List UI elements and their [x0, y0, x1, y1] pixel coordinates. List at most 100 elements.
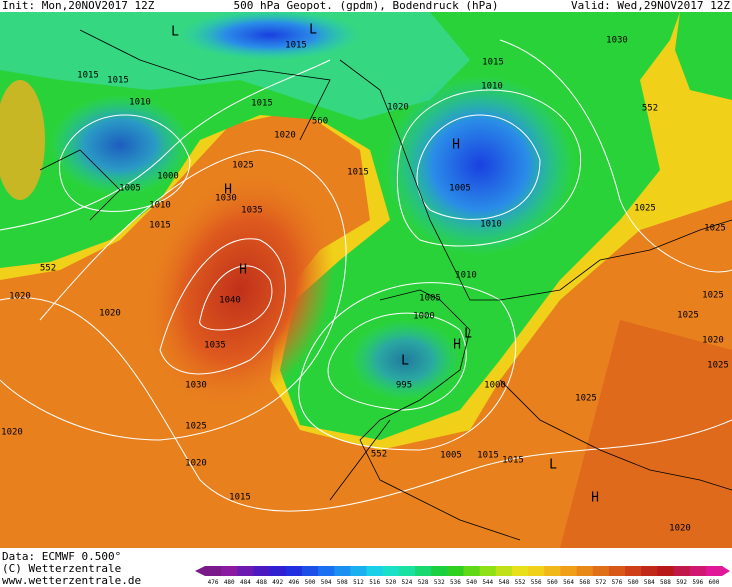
legend-swatch [544, 566, 561, 576]
legend-swatch [221, 566, 238, 576]
legend-label: 576 [612, 579, 623, 586]
legend-swatch [253, 566, 271, 576]
isobar-label: 1005 [419, 294, 441, 304]
legend-swatch [431, 566, 448, 576]
legend-label: 520 [385, 579, 396, 586]
legend-label: 508 [337, 579, 348, 586]
isobar-label: 1035 [204, 341, 226, 351]
isobar-label: 1010 [481, 82, 503, 92]
legend-swatch [447, 566, 464, 576]
pressure-center: L [549, 458, 557, 473]
legend-swatch [269, 566, 287, 576]
pressure-center: H [591, 491, 599, 506]
isobar-label: 1015 [149, 221, 171, 231]
legend-swatch [318, 566, 335, 576]
isobar-label: 1025 [185, 422, 207, 432]
legend-label: 600 [709, 579, 720, 586]
legend-label: 532 [434, 579, 445, 586]
legend-swatch [301, 566, 319, 576]
isobar-label: 1030 [606, 36, 628, 46]
init-time: Init: Mon,20NOV2017 12Z [2, 0, 155, 12]
pressure-center: L [171, 25, 179, 40]
legend-swatch [350, 566, 368, 576]
legend-label: 512 [353, 579, 364, 586]
isobar-label: 1020 [702, 336, 724, 346]
legend-swatch [673, 566, 691, 576]
legend-swatch [528, 566, 545, 576]
isobar-label: 1035 [241, 206, 263, 216]
legend-label: 488 [256, 579, 267, 586]
isobar-label: 1025 [704, 224, 726, 234]
legend-swatch [463, 566, 481, 576]
map: 1015 1015 1010 1005 1000 1010 1015 552 1020 1020 1… [0, 12, 732, 548]
legend-label: 484 [240, 579, 251, 586]
legend-swatch [479, 566, 497, 576]
isobar-label: 1025 [677, 311, 699, 321]
legend-swatch [511, 566, 529, 576]
legend-swatch [382, 566, 400, 576]
legend-swatch [415, 566, 432, 576]
legend-label: 536 [450, 579, 461, 586]
legend-label: 492 [272, 579, 283, 586]
legend-label: 580 [628, 579, 639, 586]
website: www.wetterzentrale.de [2, 574, 141, 587]
pressure-center: L [309, 23, 317, 38]
map-title: 500 hPa Geopot. (gpdm), Bodendruck (hPa) [234, 0, 499, 12]
isobar-label: 1015 [229, 493, 251, 503]
isobar-label: 1015 [107, 76, 129, 86]
copyright: (C) Wetterzentrale [2, 562, 121, 575]
isobar-label: 1005 [119, 184, 141, 194]
legend-label: 548 [498, 579, 509, 586]
legend-swatch [495, 566, 513, 576]
isobar-label: 552 [642, 104, 658, 114]
legend-swatch [334, 566, 351, 576]
legend-swatch [705, 566, 723, 576]
pressure-center: L [401, 354, 409, 369]
isobar-label: 1025 [634, 204, 656, 214]
legend-swatch [398, 566, 416, 576]
legend-swatch [560, 566, 578, 576]
legend-label: 480 [224, 579, 235, 586]
isobar-label: 1040 [219, 296, 241, 306]
isobar-label: 1025 [232, 161, 254, 171]
isobar-label: 1015 [482, 58, 504, 68]
legend-label: 556 [531, 579, 542, 586]
isobar-label: 1000 [484, 381, 506, 391]
isobar-label: 1025 [707, 361, 729, 371]
isobar-label: 1020 [387, 103, 409, 113]
legend-swatch [592, 566, 610, 576]
legend-label: 596 [692, 579, 703, 586]
isobar-label: 1015 [77, 71, 99, 81]
legend-swatch [205, 566, 222, 576]
isobar-label: 1020 [9, 292, 31, 302]
isobar-label: 1010 [129, 98, 151, 108]
legend-swatch [237, 566, 254, 576]
isobar-label: 1015 [285, 41, 307, 51]
isobar-label: 1020 [274, 131, 296, 141]
isobar-label: 1010 [149, 201, 171, 211]
legend-arrow-right [722, 566, 730, 576]
legend-label: 516 [369, 579, 380, 586]
legend-label: 552 [515, 579, 526, 586]
isobar-label: 1015 [347, 168, 369, 178]
isobar-label: 1015 [477, 451, 499, 461]
legend-swatch [657, 566, 675, 576]
isobar-label: 1025 [575, 394, 597, 404]
isobar-label: 1015 [251, 99, 273, 109]
pressure-center: H [224, 183, 232, 198]
pressure-center: H [239, 263, 247, 278]
isobar-label: 1005 [449, 184, 471, 194]
legend-label: 568 [579, 579, 590, 586]
isobar-label: 1030 [185, 381, 207, 391]
legend-swatch [641, 566, 658, 576]
legend-label: 572 [595, 579, 606, 586]
isobar-label: 1000 [157, 172, 179, 182]
legend-label: 588 [660, 579, 671, 586]
data-source: Data: ECMWF 0.500° [2, 550, 121, 563]
isobar-label: 1020 [1, 428, 23, 438]
legend-label: 544 [482, 579, 493, 586]
legend-label: 476 [208, 579, 219, 586]
isobar-label: 1000 [413, 312, 435, 322]
legend-swatch [689, 566, 707, 576]
